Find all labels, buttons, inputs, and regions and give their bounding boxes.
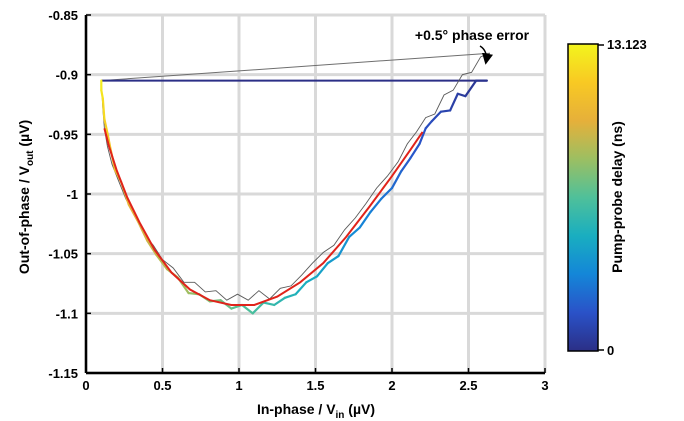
- delay-trace-segment: [101, 97, 106, 120]
- delay-trace-segment: [127, 203, 140, 223]
- delay-trace-segment: [380, 186, 394, 200]
- colorbar-min-label: 0: [607, 343, 614, 358]
- delay-trace-segment: [409, 142, 421, 160]
- y-axis-label: Out-of-phase / Vout (µV): [16, 120, 36, 274]
- colorbar: 13.123 0 Pump-probe delay (ns): [567, 37, 647, 358]
- delay-trace-segment: [315, 262, 329, 278]
- grid-lines: [84, 13, 547, 375]
- series-layer: [100, 52, 491, 315]
- delay-trace-segment: [464, 79, 478, 98]
- delay-trace-segment: [418, 127, 427, 145]
- x-tick-label: 1.5: [306, 378, 324, 393]
- delay-trace-segment: [240, 303, 254, 315]
- annotation-arrow: [479, 45, 494, 65]
- colorbar-max-label: 13.123: [607, 37, 647, 52]
- delay-trace-segment: [155, 253, 169, 271]
- y-tick-label: -0.85: [48, 8, 78, 23]
- delay-trace-segment: [369, 197, 383, 213]
- delay-trace-segment: [294, 281, 308, 296]
- plot-axes: [84, 14, 546, 375]
- delay-trace-segment: [430, 110, 443, 123]
- delay-trace-segment: [424, 120, 433, 130]
- delay-trace-segment: [456, 92, 467, 98]
- delay-trace-segment: [439, 109, 452, 113]
- delay-trace-segment: [100, 89, 104, 100]
- delay-trace-segment: [348, 226, 361, 239]
- x-tick-label: 2: [388, 378, 395, 393]
- delay-trace-segment: [326, 254, 340, 265]
- tick-labels: 0 0.5 1 1.5 2 2.5 3 -0.85 -0.9 -0.95 -1 -1.05 -1.1 -1…: [48, 8, 548, 393]
- y-tick-label: -1.15: [48, 366, 78, 381]
- delay-trace-segment: [283, 293, 297, 299]
- delay-trace-segment: [136, 220, 149, 242]
- delay-trace-segment: [358, 210, 372, 229]
- delay-trace-segment: [146, 239, 158, 256]
- delay-trace-segment: [449, 92, 459, 112]
- colorbar-title: Pump-probe delay (ns): [609, 121, 625, 273]
- x-tick-label: 0.5: [153, 378, 171, 393]
- y-tick-label: -1.1: [56, 306, 78, 321]
- x-tick-label: 0: [82, 378, 89, 393]
- phase-error-annotation: +0.5° phase error: [415, 27, 530, 43]
- delay-trace-segment: [337, 235, 351, 258]
- y-tick-label: -0.9: [56, 68, 78, 83]
- y-tick-label: -0.95: [48, 127, 78, 142]
- delay-trace-segment: [390, 170, 403, 190]
- y-tick-label: -1.05: [48, 247, 78, 262]
- x-tick-label: 3: [541, 378, 548, 393]
- colorbar-gradient: [567, 43, 599, 352]
- fit-curve: [103, 128, 424, 306]
- delay-trace-segment: [103, 117, 109, 135]
- y-tick-label: -1: [66, 187, 78, 202]
- x-tick-label: 1: [235, 378, 242, 393]
- x-tick-label: 2.5: [459, 378, 477, 393]
- x-axis-label: In-phase / Vin (µV): [257, 401, 375, 421]
- gray-return-line: [101, 52, 490, 82]
- delay-trace-segment: [262, 301, 276, 307]
- delay-trace-segment: [400, 157, 412, 173]
- phase-error-trace: [100, 52, 491, 301]
- delay-trace-segment: [305, 275, 319, 284]
- delay-trace-segment: [273, 296, 286, 307]
- delay-trace-segment: [251, 301, 265, 315]
